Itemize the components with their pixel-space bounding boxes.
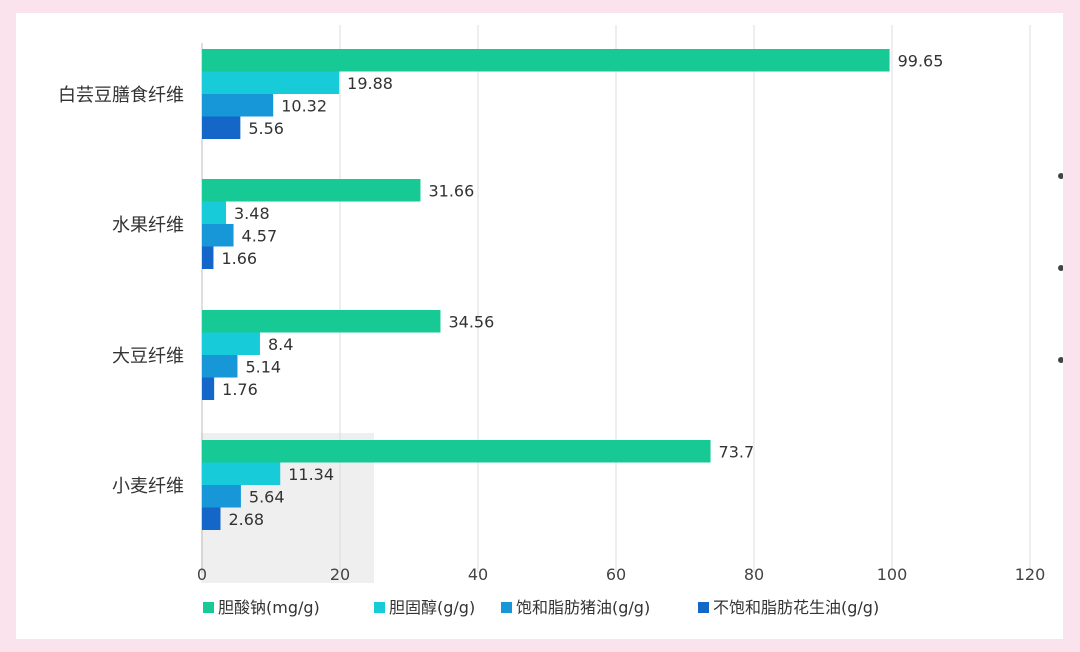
bar	[202, 224, 234, 247]
legend-label: 胆固醇(g/g)	[389, 598, 475, 617]
bar-chart: 99.65 19.88 10.32 5.56 31.66 3.48 4.57 1.66 34.5…	[58, 25, 1063, 617]
data-label: 11.34	[288, 465, 334, 484]
legend-swatch	[203, 602, 214, 613]
x-tick-label: 120	[1015, 565, 1046, 584]
legend-swatch	[501, 602, 512, 613]
bar	[202, 355, 238, 378]
bar	[202, 507, 221, 530]
data-label: 1.66	[221, 249, 257, 268]
edge-dot	[1058, 173, 1063, 179]
legend: 胆酸钠(mg/g) 胆固醇(g/g) 饱和脂肪猪油(g/g) 不饱和脂肪花生油(g/g…	[203, 598, 879, 617]
x-axis-ticks: 0 20 40 60 80 100 120	[197, 565, 1045, 584]
data-label: 3.48	[234, 204, 270, 223]
bar	[202, 310, 441, 333]
bars	[202, 49, 890, 530]
x-tick-label: 40	[468, 565, 488, 584]
legend-label: 胆酸钠(mg/g)	[218, 598, 320, 617]
x-tick-label: 60	[606, 565, 626, 584]
data-labels: 99.65 19.88 10.32 5.56 31.66 3.48 4.57 1.66 34.5…	[221, 51, 943, 529]
data-label: 34.56	[448, 312, 494, 331]
edge-dot	[1058, 357, 1063, 363]
x-tick-label: 0	[197, 565, 207, 584]
chart-panel: 99.65 19.88 10.32 5.56 31.66 3.48 4.57 1.66 34.5…	[16, 13, 1063, 639]
bar	[202, 332, 260, 355]
data-label: 31.66	[428, 181, 474, 200]
bar	[202, 462, 281, 485]
category-label: 小麦纤维	[112, 476, 184, 497]
data-label: 99.65	[898, 51, 944, 70]
data-label: 4.57	[242, 226, 278, 245]
data-label: 8.4	[268, 335, 293, 354]
category-label: 白芸豆膳食纤维	[58, 85, 184, 106]
data-label: 10.32	[281, 96, 327, 115]
bar	[202, 94, 274, 117]
edge-dot	[1058, 265, 1063, 271]
data-label: 2.68	[228, 510, 264, 529]
data-label: 5.64	[249, 487, 285, 506]
x-tick-label: 20	[330, 565, 350, 584]
data-label: 5.14	[245, 357, 281, 376]
legend-swatch	[698, 602, 709, 613]
bar	[202, 71, 340, 94]
bar	[202, 440, 711, 463]
bar	[202, 49, 890, 72]
data-label: 19.88	[347, 74, 393, 93]
data-label: 1.76	[222, 380, 258, 399]
x-tick-label: 100	[877, 565, 908, 584]
bar	[202, 116, 241, 139]
legend-swatch	[374, 602, 385, 613]
bar	[202, 246, 214, 269]
bar	[202, 377, 215, 400]
bar	[202, 201, 227, 224]
data-label: 5.56	[248, 119, 284, 138]
legend-label: 不饱和脂肪花生油(g/g)	[713, 598, 879, 617]
legend-label: 饱和脂肪猪油(g/g)	[516, 598, 650, 617]
bar	[202, 485, 241, 508]
category-label: 大豆纤维	[112, 346, 184, 367]
category-label: 水果纤维	[112, 215, 184, 236]
data-label: 73.7	[719, 442, 755, 461]
bar	[202, 179, 421, 202]
x-tick-label: 80	[744, 565, 764, 584]
